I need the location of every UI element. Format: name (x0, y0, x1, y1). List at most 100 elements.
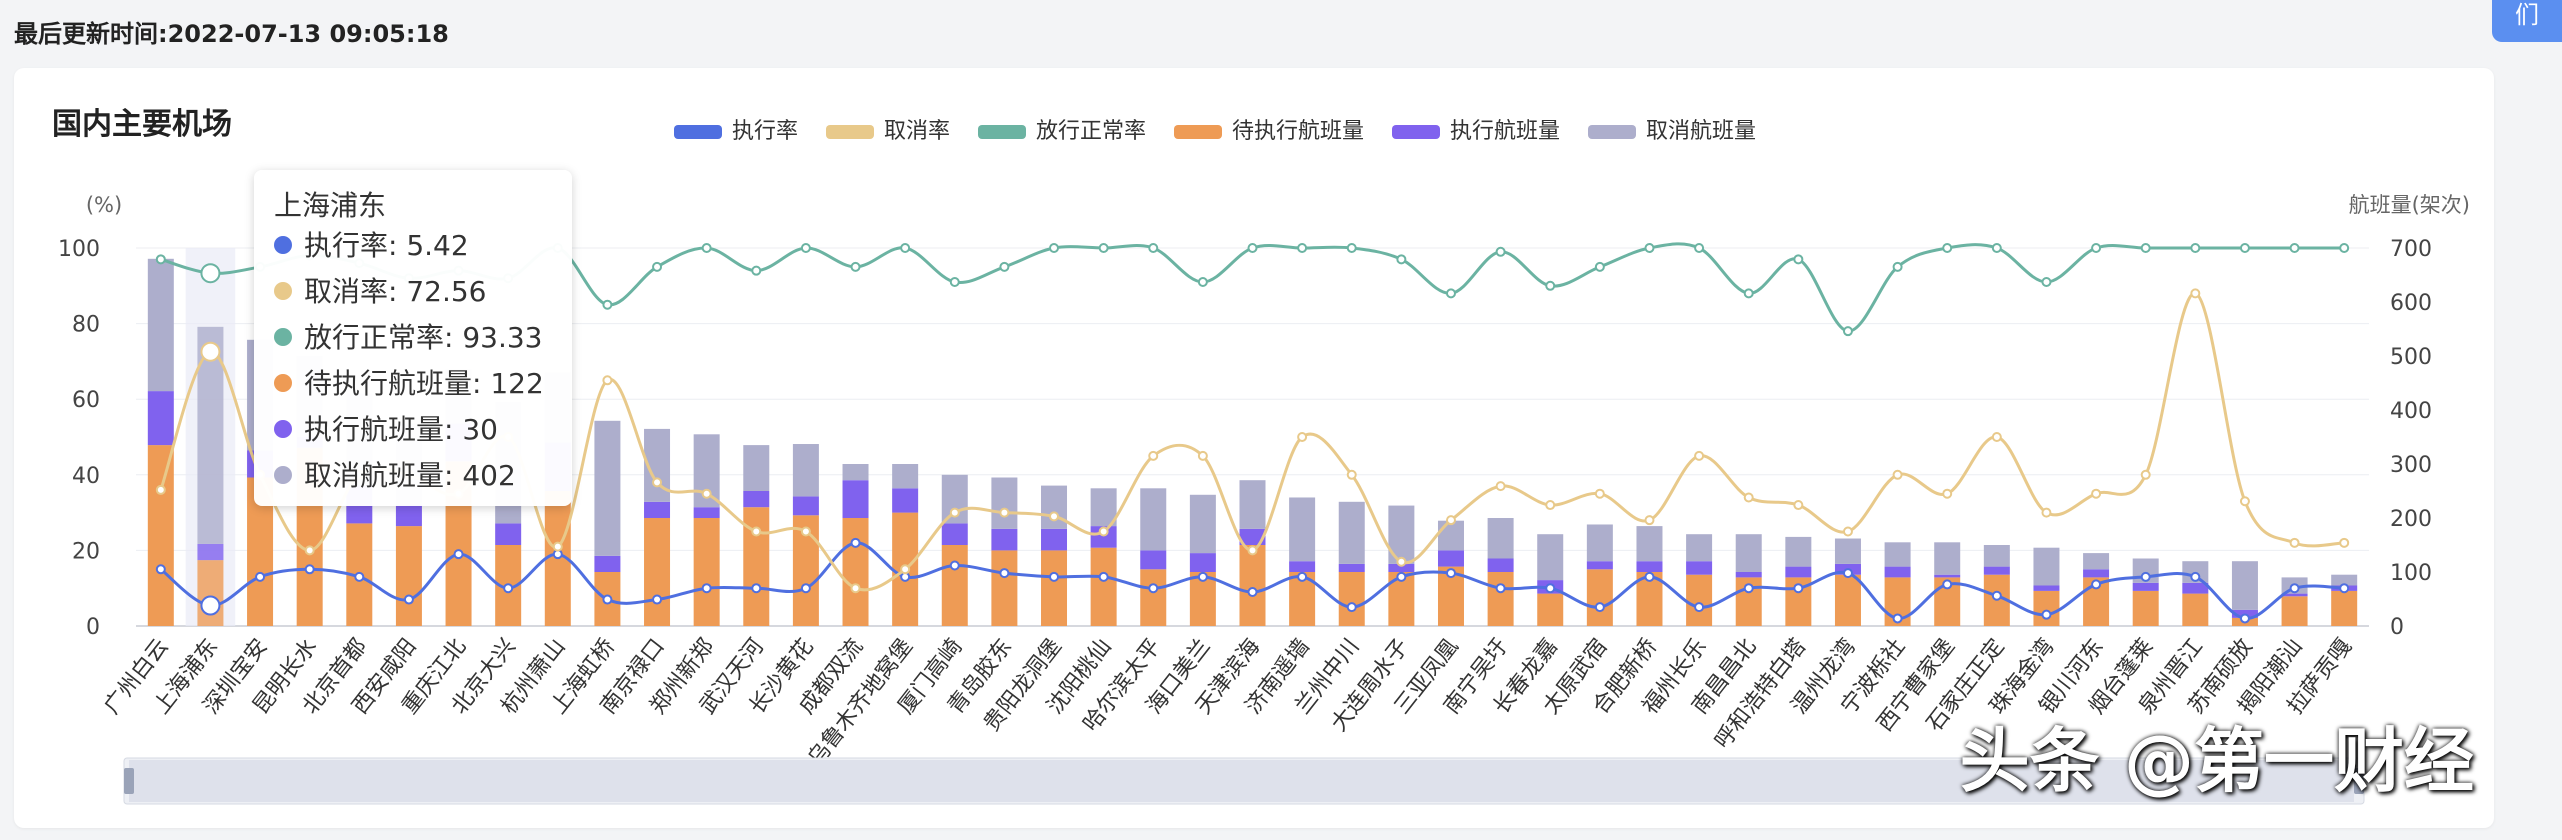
line-point (900, 243, 911, 253)
line-point (701, 583, 712, 594)
bar-segment (1735, 572, 1762, 578)
legend-label: 执行率 (732, 119, 798, 144)
bar-segment (1834, 574, 1861, 626)
right-axis-label: 航班量(架次) (2349, 193, 2470, 217)
line-point (1148, 583, 1159, 594)
line-point (751, 583, 762, 594)
right-tick-label: 100 (2390, 561, 2432, 586)
tooltip-dot (274, 236, 292, 254)
line-point (1346, 602, 1357, 613)
line-point (2091, 579, 2102, 590)
line-point (1942, 488, 1953, 499)
bar-segment (2281, 593, 2308, 597)
bar-segment (1338, 572, 1365, 626)
tooltip-row-executed: 执行航班量: 30 (274, 410, 498, 450)
line-point (304, 545, 315, 556)
tooltip-dot (274, 282, 292, 300)
bar-segment (2182, 593, 2209, 626)
bar-segment (594, 420, 621, 556)
line-point (2041, 277, 2052, 288)
line-point (200, 341, 221, 362)
line-point (1148, 450, 1159, 461)
line-point (1892, 469, 1903, 480)
line-point (1247, 586, 1258, 597)
line-point (1793, 583, 1804, 594)
bar-segment (991, 477, 1018, 529)
top-right-button[interactable]: 们 (2492, 0, 2562, 42)
line-point (2239, 613, 2250, 624)
bar-segment (2083, 569, 2110, 578)
line-point (1297, 571, 1308, 582)
tooltip-row-cancelled: 取消航班量: 402 (274, 456, 516, 496)
line-point (2140, 243, 2151, 253)
bar-segment (842, 464, 869, 481)
legend-label: 待执行航班量 (1232, 119, 1364, 144)
tooltip-row-cancel-rate: 取消率: 72.56 (274, 272, 487, 312)
bar-segment (1041, 528, 1068, 551)
line-point (1694, 450, 1705, 461)
right-tick-label: 200 (2390, 507, 2432, 532)
line-point (2339, 243, 2350, 253)
tooltip-row-label: 执行率: 5.42 (304, 229, 469, 262)
last-updated: 最后更新时间:2022-07-13 09:05:18 (14, 14, 449, 49)
line-point (850, 537, 861, 548)
bar-segment (1140, 569, 1167, 626)
legend-swatch (1174, 125, 1222, 139)
line-point (1594, 602, 1605, 613)
line-point (2091, 243, 2102, 253)
tooltip-row-pending: 待执行航班量: 122 (274, 364, 544, 404)
line-point (1445, 515, 1456, 526)
line-point (2239, 496, 2250, 507)
line-point (800, 243, 811, 253)
line-point (1842, 526, 1853, 537)
line-point (2190, 288, 2201, 299)
bar-segment (1735, 534, 1762, 572)
bar-segment (1140, 488, 1167, 551)
bar-segment (147, 391, 174, 446)
line-point (1495, 481, 1506, 492)
line-point (1991, 590, 2002, 601)
left-tick-label: 100 (58, 237, 100, 262)
chart-card: 国内主要机场 执行率 取消率 放行正常率 待执行航班量 执行航班量 取消航班量 (%) 航班量(… (14, 68, 2494, 828)
bar-segment (1140, 550, 1167, 570)
line-point (1049, 571, 1060, 582)
bar-segment (2231, 561, 2258, 610)
line-point (1545, 500, 1556, 511)
bar-segment (842, 480, 869, 518)
bar-segment (693, 507, 720, 518)
bar-segment (1636, 561, 1663, 572)
bar-segment (1884, 542, 1911, 567)
left-tick-label: 60 (72, 388, 100, 413)
bar-segment (147, 258, 174, 392)
line-point (304, 564, 315, 575)
bar-segment (2132, 582, 2159, 591)
line-point (200, 595, 221, 616)
tooltip-dot (274, 328, 292, 346)
bar-segment (1785, 536, 1812, 567)
line-point (1842, 568, 1853, 579)
bar-segment (1586, 569, 1613, 626)
bar-segment (1537, 593, 1564, 626)
bar-segment (2331, 574, 2358, 586)
line-point (751, 526, 762, 537)
line-point (1743, 288, 1754, 299)
bar-segment (792, 496, 819, 516)
line-point (1594, 488, 1605, 499)
line-point (602, 375, 613, 386)
bar-segment (147, 445, 174, 626)
line-point (155, 564, 166, 575)
chart-title: 国内主要机场 (52, 107, 232, 142)
bar-segment (2033, 590, 2060, 626)
line-point (2339, 583, 2350, 594)
bar-segment (1239, 480, 1266, 529)
line-point (2190, 571, 2201, 582)
line-point (1197, 571, 1208, 582)
line-point (949, 277, 960, 288)
line-point (1942, 579, 1953, 590)
bar-segment (1090, 526, 1117, 548)
bar-segment (941, 545, 968, 626)
legend-swatch (674, 125, 722, 139)
bar-segment (1487, 558, 1514, 572)
line-point (2091, 488, 2102, 499)
bar-segment (991, 550, 1018, 626)
